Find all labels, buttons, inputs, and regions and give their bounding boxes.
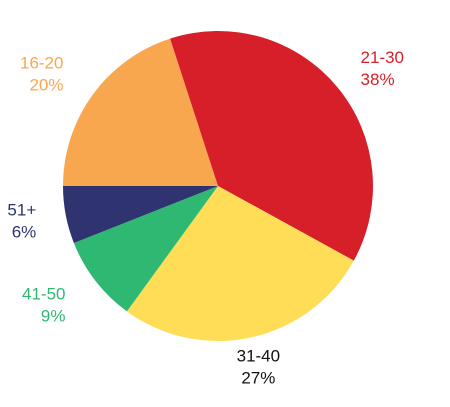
pie-label-16-20: 16-20 20%: [20, 54, 63, 95]
pie-label-31-40: 31-40 27%: [237, 347, 280, 388]
pie-slice-51+: [63, 186, 218, 244]
pie-slice-16-20: [63, 38, 218, 186]
pie-label-21-30: 21-30 38%: [361, 48, 404, 89]
pie-label-category: 21-30: [361, 48, 404, 67]
pie-label-51+: 51+ 6%: [7, 201, 36, 242]
pie-label-41-50: 41-50 9%: [22, 284, 65, 325]
pie-labels: 16-20 20%21-30 38%31-40 27%41-50 9%51+ 6%: [7, 48, 404, 387]
pie-slice-21-30: [170, 31, 373, 261]
pie-label-value: 6%: [12, 223, 37, 242]
pie-label-value: 27%: [241, 369, 275, 388]
pie-label-value: 9%: [41, 306, 66, 325]
pie-label-category: 31-40: [237, 347, 280, 366]
pie-slice-41-50: [73, 186, 218, 312]
pie-slices: [63, 31, 373, 342]
pie-label-value: 20%: [29, 76, 63, 95]
pie-slice-31-40: [126, 186, 354, 342]
pie-label-category: 41-50: [22, 284, 65, 303]
pie-label-value: 38%: [361, 70, 395, 89]
pie-label-category: 51+: [7, 201, 36, 220]
pie-label-category: 16-20: [20, 54, 63, 73]
